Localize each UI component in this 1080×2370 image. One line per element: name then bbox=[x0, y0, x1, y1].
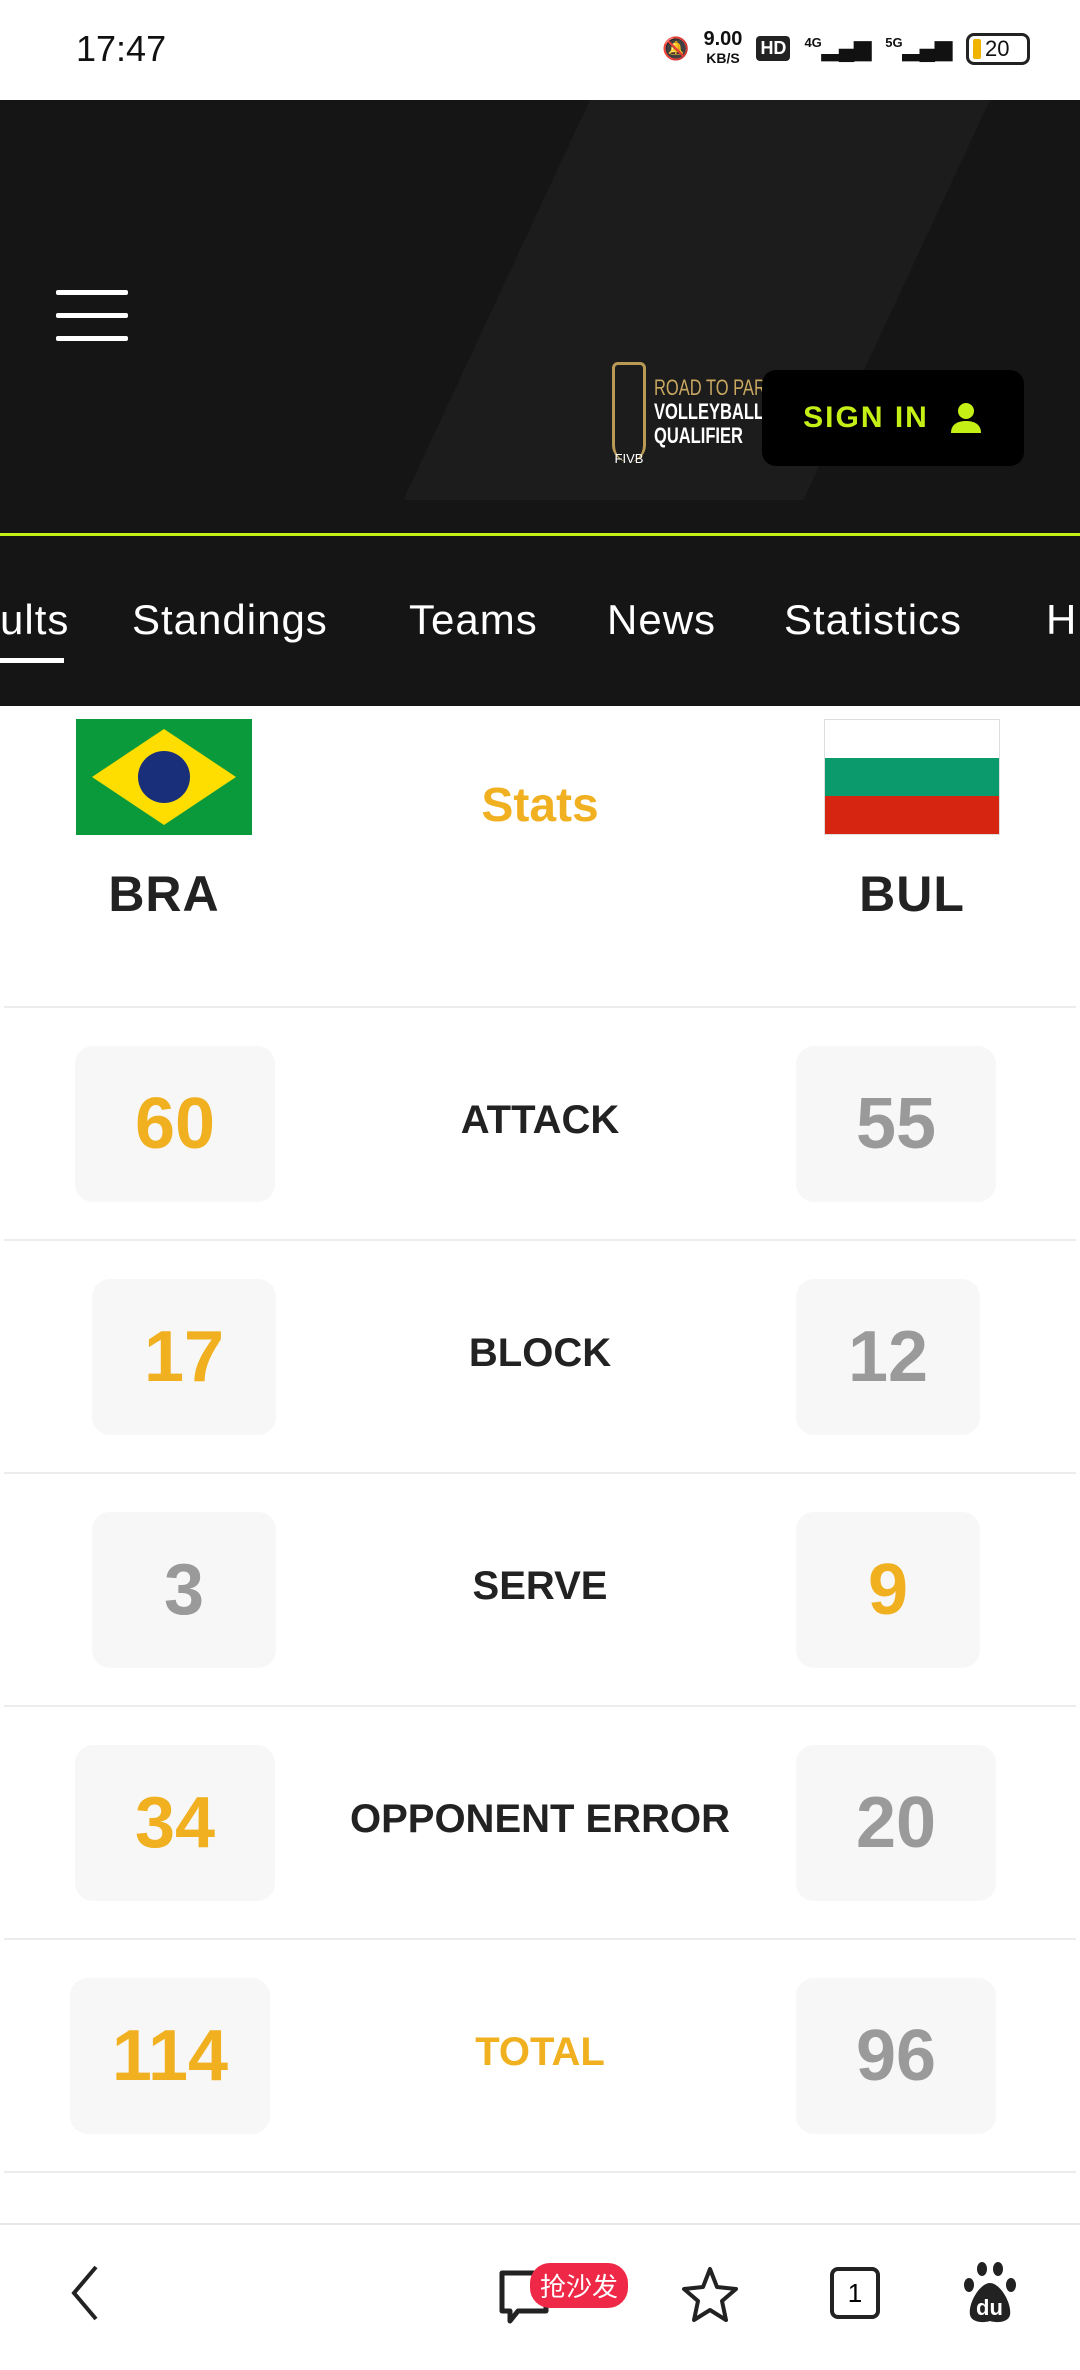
tab-standings[interactable]: Standings bbox=[132, 596, 328, 643]
away-team-code: BUL bbox=[859, 866, 965, 922]
home-team: BRA bbox=[76, 719, 252, 923]
logo-line: ROAD TO PARIS bbox=[654, 375, 782, 400]
browser-toolbar: 抢沙发 1 du bbox=[0, 2223, 1080, 2370]
home-stat-value: 60 bbox=[75, 1046, 275, 1202]
status-bar: 17:47 🔕 9.00 KB/S HD 4G▂▄▆ 5G▂▄▆ 20 bbox=[0, 0, 1080, 100]
row-divider bbox=[4, 1938, 1076, 1940]
row-divider bbox=[4, 1472, 1076, 1474]
home-team-code: BRA bbox=[108, 866, 220, 922]
home-stat-value: 17 bbox=[92, 1279, 276, 1435]
tab-news[interactable]: News bbox=[607, 596, 717, 643]
mute-icon: 🔕 bbox=[662, 35, 690, 61]
signal-4g-icon: 4G▂▄▆ bbox=[804, 35, 872, 61]
bookmark-star-icon[interactable] bbox=[680, 2265, 740, 2325]
brazil-flag bbox=[76, 719, 252, 835]
away-stat-value: 96 bbox=[796, 1978, 996, 2134]
vnl-logo-mark: FIVB bbox=[612, 362, 646, 466]
row-divider bbox=[4, 1705, 1076, 1707]
back-icon[interactable] bbox=[66, 2263, 106, 2323]
sign-in-label: SIGN IN bbox=[803, 401, 929, 434]
home-stat-value: 3 bbox=[92, 1512, 276, 1668]
tabs-count: 1 bbox=[847, 2277, 863, 2308]
user-icon bbox=[950, 403, 981, 433]
row-divider bbox=[4, 1239, 1076, 1241]
away-stat-value: 12 bbox=[796, 1279, 980, 1435]
nav-tabs: ults Standings Teams News Statistics H bbox=[0, 536, 1080, 706]
stats-title: Stats bbox=[481, 779, 599, 832]
home-stat-value: 114 bbox=[70, 1978, 270, 2134]
clock: 17:47 bbox=[76, 28, 167, 69]
menu-icon[interactable] bbox=[56, 290, 128, 342]
baidu-paw-icon[interactable]: du bbox=[962, 2261, 1018, 2325]
battery-icon: 20 bbox=[966, 32, 1030, 65]
site-header: FIVB ROAD TO PARIS VOLLEYBALL QUALIFIER SI… bbox=[0, 100, 1080, 535]
tab-statistics[interactable]: Statistics bbox=[784, 596, 963, 643]
tab-results[interactable]: ults bbox=[0, 596, 70, 643]
bulgaria-flag bbox=[824, 719, 1000, 835]
stat-label: TOTAL bbox=[475, 2030, 605, 2074]
comment-badge: 抢沙发 bbox=[530, 2263, 629, 2308]
stat-label: BLOCK bbox=[468, 1331, 612, 1375]
accent-divider bbox=[0, 533, 1080, 536]
away-team: BUL bbox=[824, 719, 1000, 923]
stat-label: ATTACK bbox=[460, 1098, 620, 1142]
net-speed: 9.00 KB/S bbox=[703, 28, 743, 66]
tab-teams[interactable]: Teams bbox=[409, 596, 538, 643]
tabs-button[interactable]: 1 bbox=[830, 2267, 880, 2319]
stat-label: SERVE bbox=[472, 1564, 608, 1608]
signal-5g-icon: 5G▂▄▆ bbox=[885, 35, 952, 61]
active-tab-indicator bbox=[0, 658, 64, 663]
away-stat-value: 9 bbox=[796, 1512, 980, 1668]
logo[interactable]: FIVB ROAD TO PARIS VOLLEYBALL QUALIFIER bbox=[612, 362, 824, 466]
sign-in-button[interactable]: SIGN IN bbox=[762, 370, 1024, 466]
logo-line: VOLLEYBALL bbox=[654, 399, 765, 424]
hd-icon: HD bbox=[756, 36, 791, 61]
stat-label: OPPONENT ERROR bbox=[349, 1797, 731, 1841]
home-stat-value: 34 bbox=[75, 1745, 275, 1901]
row-divider bbox=[4, 1006, 1076, 1008]
tab-more[interactable]: H bbox=[1046, 596, 1078, 643]
away-stat-value: 55 bbox=[796, 1046, 996, 1202]
row-divider bbox=[4, 2171, 1076, 2173]
logo-line: QUALIFIER bbox=[654, 423, 743, 448]
away-stat-value: 20 bbox=[796, 1745, 996, 1901]
